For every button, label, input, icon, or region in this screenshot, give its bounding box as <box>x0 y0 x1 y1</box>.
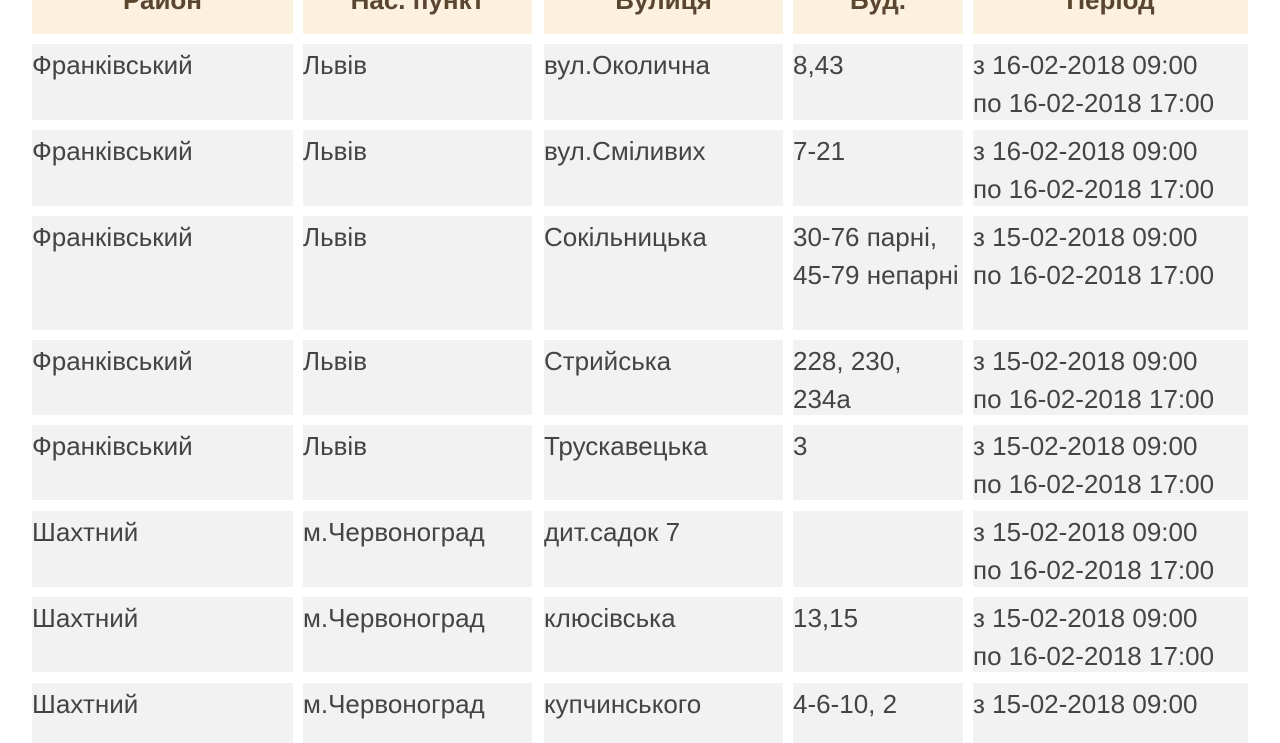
header-text: Вулиця <box>615 0 712 15</box>
street-cell: Стрийська <box>544 340 783 415</box>
cell-text: по 16-02-2018 17:00 <box>973 384 1215 414</box>
cell-text: з 16-02-2018 09:00 <box>973 50 1198 80</box>
street-cell: дит.садок 7 <box>544 511 783 587</box>
page: Table html, body { margin: 0; padding: 0… <box>32 0 1248 743</box>
cell-text: Франківський <box>32 222 193 252</box>
cell-text: з 15-02-2018 09:00 <box>973 222 1198 252</box>
header-cell: Вулиця <box>544 0 783 34</box>
cell-text: дит.садок 7 <box>544 517 681 547</box>
cell-text: Франківський <box>32 50 193 80</box>
building-cell: 13,15 <box>793 597 963 672</box>
cell-text: 228, 230, 234а <box>793 346 902 414</box>
cell-text: Львів <box>303 136 368 166</box>
cell-text: Львів <box>303 50 368 80</box>
building-cell: 228, 230, 234а <box>793 340 963 415</box>
district-cell: Франківський <box>32 340 293 415</box>
cell-text: м.Червоноград <box>303 689 485 719</box>
cell-text: 4-6-10, 2 <box>793 689 898 719</box>
building-cell: 3 <box>793 425 963 500</box>
cell-text: вул.Околична <box>544 50 710 80</box>
cell-text: клюсівська <box>544 603 676 633</box>
period-cell: з 15-02-2018 09:00 по 16-02-2018 17:00 <box>973 340 1248 415</box>
settlement-cell: Львів <box>303 44 532 120</box>
settlement-cell: м.Червоноград <box>303 511 532 587</box>
building-cell: 8,43 <box>793 44 963 120</box>
district-cell: Франківський <box>32 130 293 206</box>
cell-text: з 15-02-2018 09:00 <box>973 689 1198 719</box>
header-text: Район <box>122 0 203 15</box>
street-cell: вул.Сміливих <box>544 130 783 206</box>
settlement-cell: Львів <box>303 425 532 500</box>
cell-text: Львів <box>303 222 368 252</box>
period-cell: з 15-02-2018 09:00 по 16-02-2018 17:00 <box>973 216 1248 330</box>
settlement-cell: Львів <box>303 216 532 330</box>
district-cell: Шахтний <box>32 511 293 587</box>
cell-text: м.Червоноград <box>303 603 485 633</box>
cell-text: вул.Сміливих <box>544 136 706 166</box>
period-cell: з 15-02-2018 09:00 <box>973 683 1248 743</box>
cell-text: з 16-02-2018 09:00 <box>973 136 1198 166</box>
cell-text: 8,43 <box>793 50 844 80</box>
cell-text: Трускавецька <box>544 431 708 461</box>
cell-text: з 15-02-2018 09:00 <box>973 431 1198 461</box>
header-cell: Нас. пункт <box>303 0 532 34</box>
period-cell: з 16-02-2018 09:00 по 16-02-2018 17:00 <box>973 130 1248 206</box>
cell-text: 30-76 парні, 45-79 непарні <box>793 222 959 290</box>
settlement-cell: Львів <box>303 340 532 415</box>
building-cell: 7-21 <box>793 130 963 206</box>
cell-text: по 16-02-2018 17:00 <box>973 174 1215 204</box>
cell-text: з 15-02-2018 09:00 <box>973 603 1198 633</box>
district-cell: Франківський <box>32 216 293 330</box>
cell-text: Шахтний <box>32 689 139 719</box>
cell-text: по 16-02-2018 17:00 <box>973 555 1215 585</box>
building-cell: 4-6-10, 2 <box>793 683 963 743</box>
settlement-cell: м.Червоноград <box>303 597 532 672</box>
cell-text: по 16-02-2018 17:00 <box>973 88 1215 118</box>
cell-text: Франківський <box>32 431 193 461</box>
cell-text: Франківський <box>32 346 193 376</box>
building-cell: 30-76 парні, 45-79 непарні <box>793 216 963 330</box>
cell-text: по 16-02-2018 17:00 <box>973 260 1215 290</box>
cell-text: Львів <box>303 346 368 376</box>
header-text: Період <box>1066 0 1155 15</box>
header-cell: Район <box>32 0 293 34</box>
cell-text: Стрийська <box>544 346 672 376</box>
cell-text: Сокільницька <box>544 222 707 252</box>
period-cell: з 15-02-2018 09:00 по 16-02-2018 17:00 <box>973 511 1248 587</box>
cell-text: купчинського <box>544 689 702 719</box>
cell-text: 7-21 <box>793 136 846 166</box>
header-cell: Буд. <box>793 0 963 34</box>
cell-text: з 15-02-2018 09:00 <box>973 517 1198 547</box>
cell-text: Шахтний <box>32 603 139 633</box>
screen: {"table": { "header": ["Район", "Нас. пу… <box>32 0 1248 743</box>
building-cell <box>793 511 963 587</box>
cell-text: Шахтний <box>32 517 139 547</box>
header-text: Нас. пункт <box>350 0 485 15</box>
cell-text: 3 <box>793 431 808 461</box>
street-cell: клюсівська <box>544 597 783 672</box>
cell-text: по 16-02-2018 17:00 <box>973 469 1215 499</box>
cell-text: Франківський <box>32 136 193 166</box>
district-cell: Шахтний <box>32 683 293 743</box>
district-cell: Франківський <box>32 44 293 120</box>
district-cell: Шахтний <box>32 597 293 672</box>
cell-text: з 15-02-2018 09:00 <box>973 346 1198 376</box>
period-cell: з 15-02-2018 09:00 по 16-02-2018 17:00 <box>973 597 1248 672</box>
header-cell: Період <box>973 0 1248 34</box>
settlement-cell: Львів <box>303 130 532 206</box>
district-cell: Франківський <box>32 425 293 500</box>
settlement-cell: м.Червоноград <box>303 683 532 743</box>
street-cell: Сокільницька <box>544 216 783 330</box>
period-cell: з 15-02-2018 09:00 по 16-02-2018 17:00 <box>973 425 1248 500</box>
period-cell: з 16-02-2018 09:00 по 16-02-2018 17:00 <box>973 44 1248 120</box>
cell-text: по 16-02-2018 17:00 <box>973 641 1215 671</box>
street-cell: купчинського <box>544 683 783 743</box>
cell-text: м.Червоноград <box>303 517 485 547</box>
cell-text: 13,15 <box>793 603 859 633</box>
street-cell: вул.Околична <box>544 44 783 120</box>
cell-text: Львів <box>303 431 368 461</box>
header-text: Буд. <box>850 0 906 15</box>
street-cell: Трускавецька <box>544 425 783 500</box>
